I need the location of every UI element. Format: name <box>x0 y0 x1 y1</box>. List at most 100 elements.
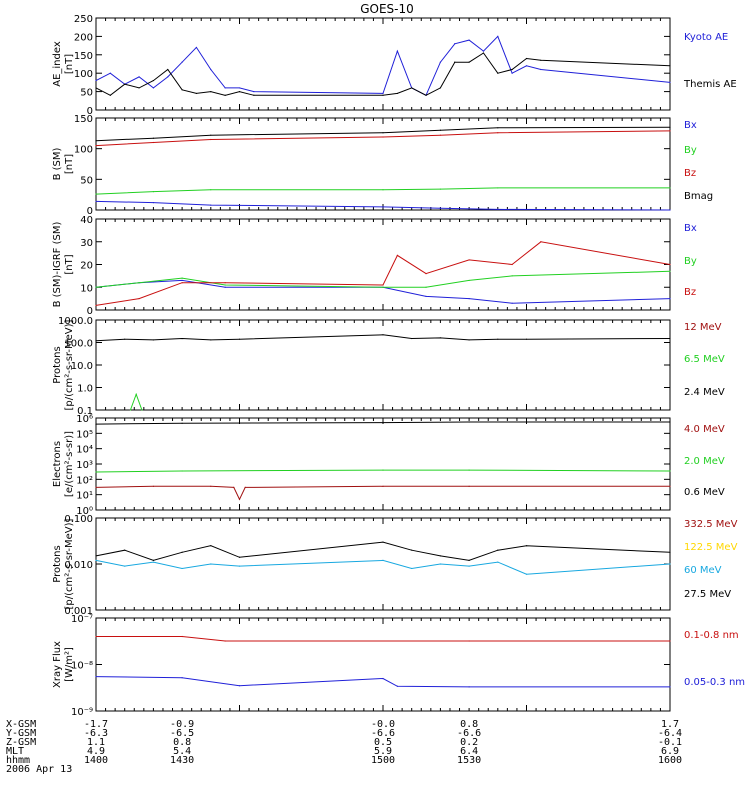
point-6-5-mev <box>129 409 132 411</box>
y-tick-label: 1.0 <box>77 384 93 395</box>
point-0-05-0-3-nm <box>468 686 470 688</box>
y-tick-label: 10⁴ <box>76 445 93 456</box>
point-by <box>95 286 97 288</box>
point-kyoto-ae <box>253 91 255 93</box>
point-themis-ae <box>425 94 427 96</box>
point-kyoto-ae <box>540 68 542 71</box>
panel-frame <box>95 417 671 511</box>
point-2-0-mev <box>95 471 97 473</box>
point-27-5-mev <box>382 541 384 543</box>
point-bmag <box>439 129 441 131</box>
x-axis-value: -6.5 <box>170 728 194 739</box>
point-by <box>439 188 441 190</box>
panel-frame <box>95 17 671 111</box>
point-bmag <box>210 134 212 136</box>
point-60-mev <box>669 563 671 565</box>
point-4-0-mev <box>468 485 470 487</box>
point-2-4-mev <box>181 337 183 340</box>
point-kyoto-ae <box>482 50 485 52</box>
legend-by: By <box>684 256 697 267</box>
point-2-4-mev <box>95 340 97 342</box>
point-by <box>152 191 154 193</box>
point-bz <box>540 241 542 243</box>
y-tick-label: 250 <box>74 14 93 25</box>
point-by <box>669 187 671 189</box>
point-27-5-mev <box>497 549 499 551</box>
point-bx <box>497 208 499 210</box>
legend-bmag: Bmag <box>684 191 713 202</box>
x-axis-value: -6.3 <box>84 728 108 739</box>
x-axis-row-label: Y-GSM <box>6 728 36 739</box>
point-by <box>468 279 470 282</box>
y-tick-label: 1000.0 <box>58 316 93 327</box>
protons-panel: 0.1 1.0 10.0 100.0 1000.0 Protons [p/(cm²-s-sr… <box>52 316 725 417</box>
point-2-4-mev <box>210 339 212 341</box>
point-4-0-mev <box>95 486 97 488</box>
y-tick-label: 0 <box>87 106 93 117</box>
point-themis-ae <box>167 68 169 71</box>
point-by <box>138 282 140 284</box>
point-0-05-0-3-nm <box>382 677 384 680</box>
point-4-0-mev <box>382 485 384 487</box>
point-60-mev <box>382 559 384 561</box>
point-bz <box>152 141 154 144</box>
x-axis-value: 1500 <box>371 755 395 766</box>
y-tick-label: 100 <box>74 69 93 80</box>
ae-panel: 0 50 100 150 200 250 AE_index [nT] Kyoto AE Themi… <box>52 14 737 117</box>
point-kyoto-ae <box>669 81 671 83</box>
point-bx <box>382 206 384 208</box>
y-tick-label: 0 <box>87 306 93 317</box>
x-axis-value: 6.9 <box>661 746 679 757</box>
series-6-5-mev <box>129 392 143 411</box>
y-tick-label: 10⁻⁹ <box>71 707 93 718</box>
x-axis-value: -0.9 <box>170 719 194 730</box>
y-tick-label: 0 <box>87 206 93 217</box>
point-by <box>95 193 97 195</box>
y-tick-label: 200 <box>74 32 93 43</box>
point-kyoto-ae <box>224 87 226 89</box>
x-axis-value: -0.0 <box>371 719 395 730</box>
point-60-mev <box>411 567 413 570</box>
x-axis-table: X-GSM -1.7 -0.9 -0.0 0.8 1.7 Y-GSM -6.3 -6.5 -6.6… <box>6 719 682 775</box>
y-tick-label: 20 <box>80 261 93 272</box>
point-60-mev <box>181 567 183 570</box>
xray-panel: 10⁻⁹ 10⁻⁸ 10⁻⁷ Xray Flux [W/m²] 0.1-0.8 nm 0.0… <box>52 614 745 718</box>
point-bz <box>425 273 427 275</box>
point-bz <box>224 282 226 284</box>
x-axis-value: 0.5 <box>374 737 392 748</box>
legend-6-5-mev: 6.5 MeV <box>684 354 725 365</box>
panel-frame <box>95 218 671 311</box>
legend-332-5-mev: 332.5 MeV <box>684 519 738 530</box>
series-4-0-mev <box>95 485 670 501</box>
point-by <box>210 189 212 191</box>
y-axis-label: [p/(cm²-s-sr-MeV)] <box>64 518 75 609</box>
y-tick-label: 0.010 <box>64 560 93 571</box>
panel-frame <box>95 617 671 712</box>
y-axis-label: AE_index <box>52 41 63 87</box>
point-bx <box>468 298 470 300</box>
legend-bz: Bz <box>684 168 696 179</box>
x-axis-row-label: Z-GSM <box>6 737 36 748</box>
point-0-05-0-3-nm <box>669 686 671 688</box>
panel-frame <box>95 319 671 411</box>
point-bx <box>210 204 212 206</box>
point-2-4-mev <box>238 338 241 340</box>
y-axis-label: Protons <box>52 545 63 582</box>
point-0-1-0-8-nm <box>669 640 671 642</box>
legend-4-0-mev: 4.0 MeV <box>684 424 725 435</box>
point-60-mev <box>468 565 470 567</box>
y-tick-label: 10¹ <box>76 491 93 502</box>
x-axis-value: 5.9 <box>374 746 392 757</box>
series-60-mev <box>95 559 671 575</box>
x-axis-row-label: hhmm <box>6 755 30 766</box>
x-axis-value: 0.8 <box>460 719 478 730</box>
point-themis-ae <box>396 92 398 95</box>
legend-2-0-mev: 2.0 MeV <box>684 456 725 467</box>
y-axis-label: Electrons <box>52 441 63 487</box>
point-bz <box>95 304 97 307</box>
point-themis-ae <box>238 91 241 93</box>
y-tick-label: 50 <box>80 88 93 99</box>
point-2-4-mev <box>439 337 441 339</box>
point-bx <box>439 207 441 209</box>
